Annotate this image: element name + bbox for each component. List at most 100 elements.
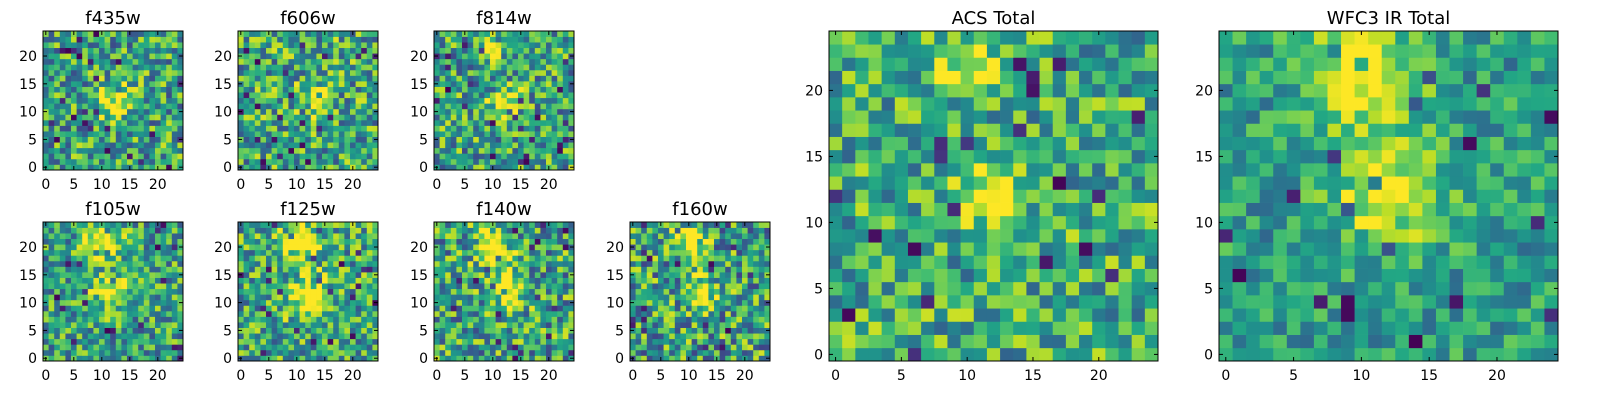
heatmap-cell [529,131,536,137]
heatmap-cell [155,92,161,99]
heatmap-cell [310,92,317,99]
heatmap-cell [495,227,502,234]
heatmap-cell [518,153,524,160]
heatmap-cell [658,227,664,234]
heatmap-cell [518,158,524,165]
heatmap-cell [143,277,150,284]
heatmap-cell [294,305,300,312]
heatmap-cell [338,227,345,234]
heatmap-cell [366,316,373,323]
heatmap-cell [93,81,100,87]
heatmap-cell [697,344,704,351]
heatmap-cell [115,322,122,328]
heatmap-cell [697,327,704,334]
heatmap-cell [512,255,519,262]
heatmap-cell [177,92,184,99]
heatmap-cell [434,266,440,273]
heatmap-cell [238,75,244,82]
heatmap-cell [484,153,491,160]
heatmap-cell [546,255,552,262]
heatmap-cell [456,266,463,273]
heatmap-cell [495,86,502,93]
heatmap-cell [99,266,105,273]
heatmap-cell [121,125,128,132]
heatmap-cell [299,108,306,115]
heatmap-cell [669,277,676,284]
heatmap-cell [59,233,66,240]
heatmap-cell [93,108,100,115]
heatmap-cell [254,277,261,284]
heatmap-cell [316,153,323,160]
heatmap-cell [243,47,250,54]
heatmap-cell [557,260,564,267]
heatmap-cell [310,81,317,87]
heatmap-cell [316,249,323,256]
heatmap-cell [708,222,715,228]
heatmap-cell [59,277,66,284]
heatmap-cell [456,153,463,160]
heatmap-cell [249,255,256,262]
heatmap-cell [456,114,463,121]
heatmap-cell [523,277,530,284]
heatmap-cell [725,333,732,340]
heatmap-cell [333,136,340,143]
heatmap-cell [635,249,642,256]
heatmap-cell [501,327,508,334]
heatmap-cell [138,333,145,340]
heatmap-cell [366,153,373,160]
heatmap-cell [495,114,502,121]
heatmap-cell [691,355,698,362]
y-tick-label: 5 [28,132,37,148]
heatmap-cell [171,238,178,245]
heatmap-cell [115,136,122,143]
heatmap-cell [43,142,49,149]
heatmap-cell [76,103,83,110]
heatmap-cell [322,233,328,240]
heatmap-cell [686,344,692,351]
heatmap-cell [450,108,457,115]
heatmap-cell [506,86,513,93]
heatmap-cell [725,260,732,267]
heatmap-cell [132,316,139,323]
heatmap-cell [271,277,278,284]
heatmap-cell [1079,268,1093,283]
heatmap-cell [490,153,496,160]
heatmap-cell [518,294,524,301]
heatmap-cell [868,202,882,217]
heatmap-cell [490,272,496,278]
heatmap-cell [115,272,122,278]
heatmap-cell [149,249,156,256]
heatmap-cell [277,310,284,317]
heatmap-cell [478,355,485,362]
heatmap-cell [171,158,178,165]
heatmap-cell [316,108,323,115]
heatmap-cell [702,238,709,245]
heatmap-cell [551,119,558,126]
x-tick-label: 20 [540,368,558,384]
heatmap-cell [338,222,345,228]
heatmap-cell [166,81,173,87]
heatmap-cell [48,322,55,328]
heatmap-cell [478,266,485,273]
heatmap-cell [562,42,569,49]
heatmap-cell [82,136,89,143]
heatmap-cell [764,344,771,351]
heatmap-cell [99,131,105,137]
heatmap-cell [132,349,139,356]
heatmap-cell [277,147,284,154]
heatmap-cell [652,333,659,340]
heatmap-cell [1013,189,1027,203]
heatmap-cell [327,158,334,165]
heatmap-cell [310,344,317,351]
y-tick-label: 10 [606,296,624,312]
heatmap-cell [725,338,732,345]
heatmap-cell [338,86,345,93]
heatmap-cell [518,147,524,154]
heatmap-cell [562,305,569,312]
heatmap-cell [501,81,508,87]
heatmap-cell [523,227,530,234]
heatmap-cell [71,305,77,312]
heatmap-cell [372,344,379,351]
heatmap-cell [551,272,558,278]
